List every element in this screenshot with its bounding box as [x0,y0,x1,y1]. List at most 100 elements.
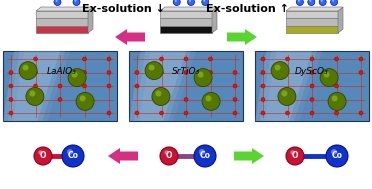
Circle shape [148,65,155,71]
Polygon shape [8,51,65,121]
Circle shape [34,147,52,165]
Circle shape [198,72,203,78]
Circle shape [206,95,212,101]
Polygon shape [13,51,70,121]
Circle shape [261,84,265,88]
Circle shape [184,70,188,74]
Circle shape [331,95,337,101]
Circle shape [326,145,348,167]
Circle shape [203,0,205,2]
Polygon shape [160,7,217,11]
Circle shape [233,84,237,88]
Text: SrTiO₃: SrTiO₃ [172,67,200,76]
Circle shape [194,145,216,167]
Circle shape [55,0,58,2]
Circle shape [321,0,323,2]
Circle shape [290,150,295,155]
Circle shape [80,95,86,101]
Circle shape [359,57,363,61]
Circle shape [26,88,44,105]
Bar [286,11,338,18]
Bar [129,51,243,121]
Circle shape [296,0,304,5]
Circle shape [286,147,304,165]
Circle shape [54,0,61,5]
Circle shape [261,111,265,115]
Circle shape [233,70,237,74]
Bar [36,11,88,18]
Circle shape [62,145,84,167]
Circle shape [324,72,330,78]
Circle shape [310,70,314,74]
Circle shape [9,98,13,101]
Circle shape [33,84,38,88]
Bar [160,18,212,26]
Polygon shape [134,51,191,121]
Circle shape [83,70,87,74]
Circle shape [83,57,87,61]
Bar [160,26,212,33]
FancyArrow shape [227,29,257,45]
Bar [36,26,88,33]
Circle shape [9,70,13,74]
Circle shape [271,62,289,80]
Text: Co: Co [67,152,78,160]
Circle shape [175,0,177,2]
Circle shape [135,111,139,115]
Bar [3,51,117,121]
Circle shape [194,69,212,87]
Circle shape [83,84,87,88]
Circle shape [334,111,339,115]
Circle shape [19,62,37,80]
Polygon shape [36,7,93,11]
Circle shape [334,57,339,61]
Text: Ex-solution ↑: Ex-solution ↑ [206,4,289,14]
Circle shape [310,84,314,88]
Text: O: O [166,152,172,160]
Circle shape [309,0,311,2]
Circle shape [331,0,338,5]
Circle shape [328,92,346,110]
Circle shape [282,91,288,97]
Bar [286,26,338,33]
Circle shape [208,57,212,61]
Circle shape [285,111,289,115]
Circle shape [135,84,139,88]
Bar [286,18,338,26]
Circle shape [155,91,161,97]
Circle shape [38,150,43,155]
Circle shape [334,84,339,88]
Circle shape [164,150,169,155]
Circle shape [29,91,35,97]
Circle shape [71,72,78,78]
Circle shape [187,0,195,5]
Circle shape [160,57,164,61]
Circle shape [202,92,220,110]
Polygon shape [338,7,343,33]
Bar [255,51,369,121]
Circle shape [145,62,163,80]
Circle shape [319,0,326,5]
Circle shape [261,70,265,74]
Circle shape [275,65,280,71]
Circle shape [160,147,178,165]
FancyArrow shape [108,148,138,164]
Polygon shape [88,7,93,33]
Bar [36,18,88,26]
Circle shape [233,98,237,101]
FancyArrow shape [234,148,264,164]
Polygon shape [129,51,186,121]
Circle shape [9,84,13,88]
Text: DyScO₃: DyScO₃ [295,67,329,76]
Circle shape [33,57,38,61]
Circle shape [298,0,300,2]
Circle shape [332,0,334,2]
Circle shape [359,111,363,115]
Text: LaAlO₃: LaAlO₃ [47,67,77,76]
Circle shape [208,98,212,101]
Circle shape [23,65,29,71]
Circle shape [331,149,337,155]
Circle shape [285,57,289,61]
Polygon shape [265,51,322,121]
Text: O: O [40,152,46,160]
